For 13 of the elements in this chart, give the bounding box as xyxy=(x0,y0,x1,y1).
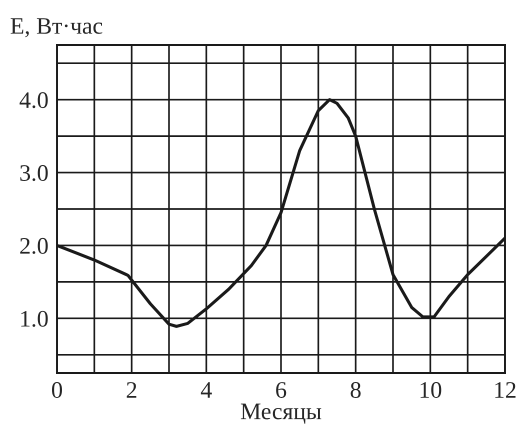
x-tick-label: 6 xyxy=(276,382,286,398)
x-tick-label: 4 xyxy=(200,382,212,398)
y-tick-label: 2.0 xyxy=(20,238,48,254)
x-tick-label: 8 xyxy=(350,382,361,398)
x-tick-label: 0 xyxy=(52,382,62,398)
x-tick-label: 2 xyxy=(126,382,136,398)
y-tick-label: 3.0 xyxy=(20,165,48,182)
x-tick-label: 10 xyxy=(420,382,442,398)
y-axis-title: E, Вт·час xyxy=(10,18,102,38)
x-tick-label: 12 xyxy=(495,382,516,398)
y-tick-label: 1.0 xyxy=(21,310,48,327)
x-axis-title: Месяцы xyxy=(240,404,322,424)
y-tick-label: 4.0 xyxy=(20,92,48,108)
